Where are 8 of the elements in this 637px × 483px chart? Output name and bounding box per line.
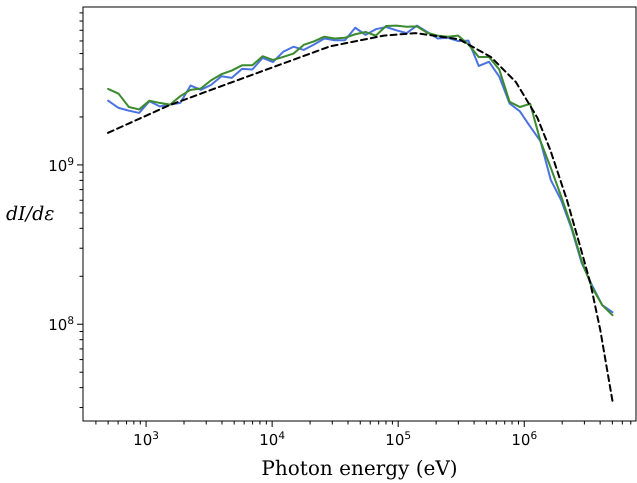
x-tick-label: 10$^{4}$ — [259, 430, 286, 449]
x-tick-label: 10$^{3}$ — [133, 430, 159, 449]
y-tick-label: 10$^{8}$ — [48, 315, 74, 334]
x-tick-label: 10$^{6}$ — [511, 430, 538, 449]
y-axis-title: dI/dε — [6, 203, 54, 225]
x-tick-label: 10$^{5}$ — [385, 430, 412, 449]
x-axis-title: Photon energy (eV) — [261, 456, 458, 480]
y-tick-label: 10$^{9}$ — [48, 156, 74, 175]
